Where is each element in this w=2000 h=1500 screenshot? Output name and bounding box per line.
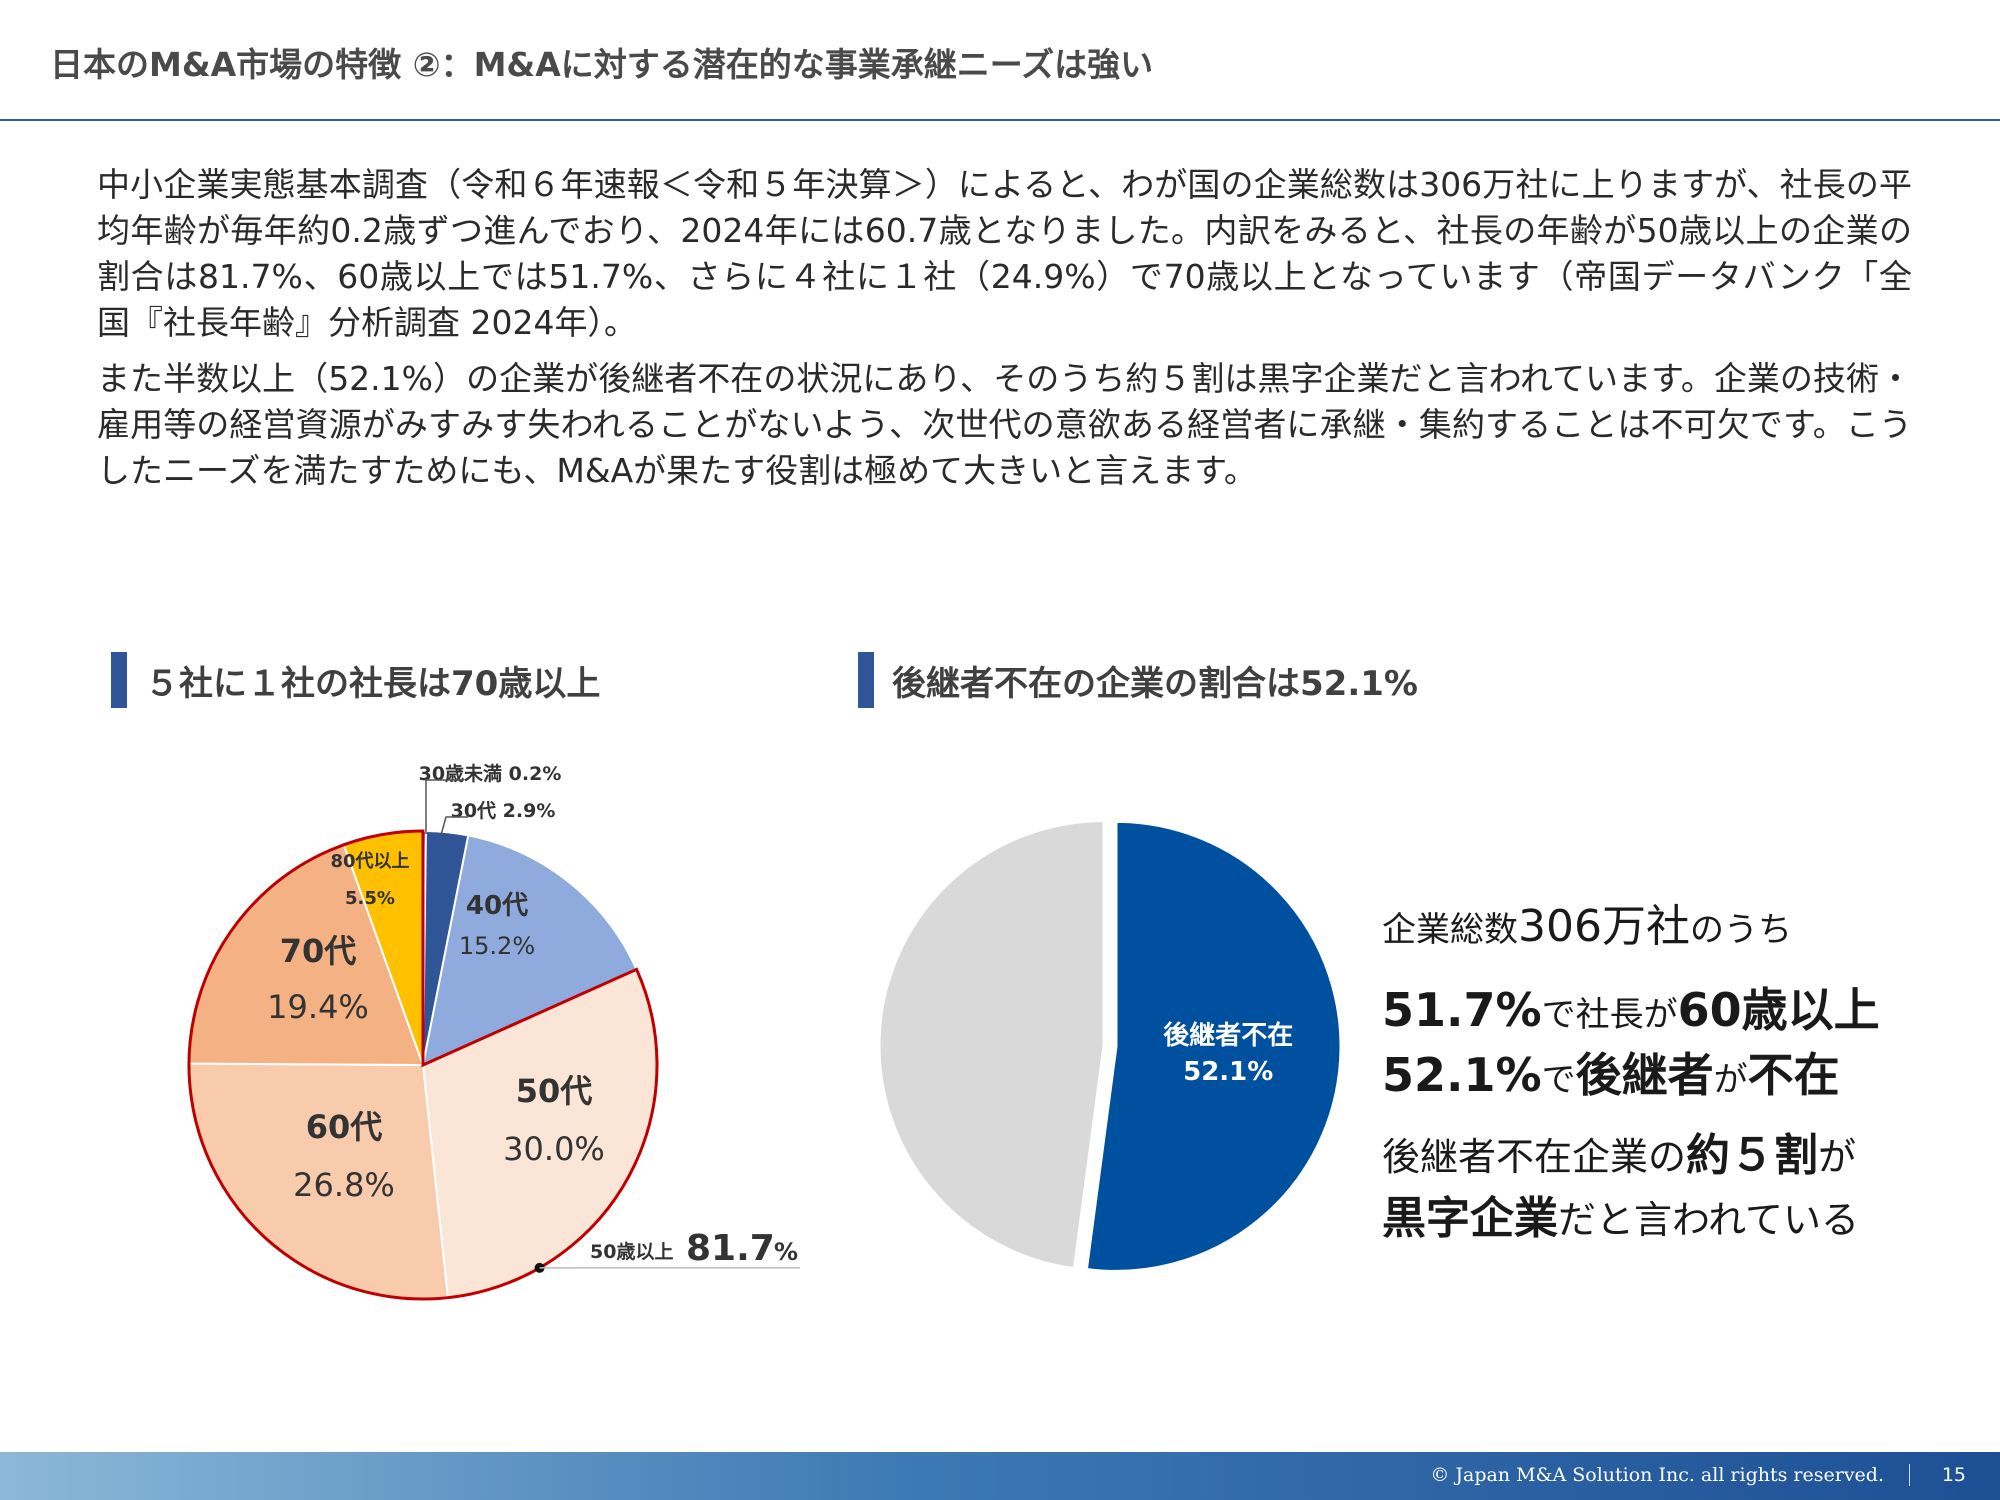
successor-slice-0: 後継者不在 52.1%: [1084, 819, 1343, 1273]
page-number: 15: [1941, 1464, 1966, 1486]
page-title: 日本のM&A市場の特徴 ②：M&Aに対する潜在的な事業承継ニーズは強い: [50, 45, 1154, 84]
label-50s-name: 50代: [516, 1072, 593, 1110]
callout-stats: 51.7%で社長が60歳以上 52.1%で後継者が不在: [1382, 980, 1880, 1110]
label-80s-value: 5.5%: [345, 888, 395, 909]
title-divider: [0, 119, 2000, 121]
label-30s: 30代 2.9%: [451, 800, 556, 822]
right-section-header: 後継者不在の企業の割合は52.1%: [858, 652, 1418, 708]
label-70s-name: 70代: [280, 932, 357, 970]
label-40s-name: 40代: [466, 891, 528, 921]
section-marker: [111, 652, 127, 708]
section-marker: [858, 652, 874, 708]
footer-divider: [1909, 1464, 1910, 1486]
successor-pie-chart: 後継者不在 52.1%: [877, 819, 1343, 1273]
paragraph-2: また半数以上（52.1%）の企業が後継者不在の状況にあり、そのうち約５割は黒字企…: [97, 359, 1912, 490]
successor-slice-1: [877, 819, 1106, 1271]
label-60s-name: 60代: [306, 1108, 383, 1146]
copyright-text: © Japan M&A Solution Inc. all rights res…: [1430, 1464, 1884, 1486]
annotation-value: 81.7: [686, 1228, 775, 1269]
annotation-label: 50歳以上: [590, 1241, 673, 1263]
label-70s-value: 19.4%: [267, 988, 369, 1026]
callout-age-line: 51.7%で社長が60歳以上: [1382, 983, 1880, 1037]
label-50s-value: 30.0%: [503, 1130, 605, 1168]
label-under30: 30歳未満 0.2%: [419, 762, 562, 785]
other-slice: [877, 819, 1106, 1271]
body-text: 中小企業実態基本調査（令和６年速報＜令和５年決算＞）によると、わが国の企業総数は…: [97, 162, 1912, 504]
slice-label-name: 後継者不在: [1163, 1020, 1293, 1051]
slice-label-value: 52.1%: [1183, 1057, 1273, 1087]
left-section-heading: ５社に１社の社長は70歳以上: [145, 663, 601, 704]
callout-profit: 後継者不在企業の約５割が 黒字企業だと言われている: [1382, 1130, 1859, 1244]
left-section-header: ５社に１社の社長は70歳以上: [111, 652, 600, 708]
label-60s-value: 26.8%: [293, 1166, 395, 1204]
callout-successor-line: 52.1%で後継者が不在: [1382, 1048, 1840, 1102]
over-50-outline: [187, 829, 659, 1301]
leader-30s: [440, 816, 468, 836]
age-pie-chart: 40代 15.2% 50代 30.0% 60代 26.8% 70代 19.4% 80代以上 5.5…: [187, 762, 800, 1301]
callout-total: 企業総数306万社のうち: [1382, 901, 1792, 952]
right-section-heading: 後継者不在の企業の割合は52.1%: [892, 663, 1418, 704]
age-slice-2: [421, 834, 638, 1067]
label-80s-name: 80代以上: [330, 851, 409, 872]
leader-under30: [425, 779, 464, 834]
label-40s-value: 15.2%: [459, 932, 535, 960]
annotation-unit: %: [774, 1238, 798, 1266]
footer-bar: © Japan M&A Solution Inc. all rights res…: [0, 1452, 2000, 1500]
absent-successor-slice: [1084, 819, 1343, 1273]
paragraph-1: 中小企業実態基本調査（令和６年速報＜令和５年決算＞）によると、わが国の企業総数は…: [97, 165, 1912, 342]
